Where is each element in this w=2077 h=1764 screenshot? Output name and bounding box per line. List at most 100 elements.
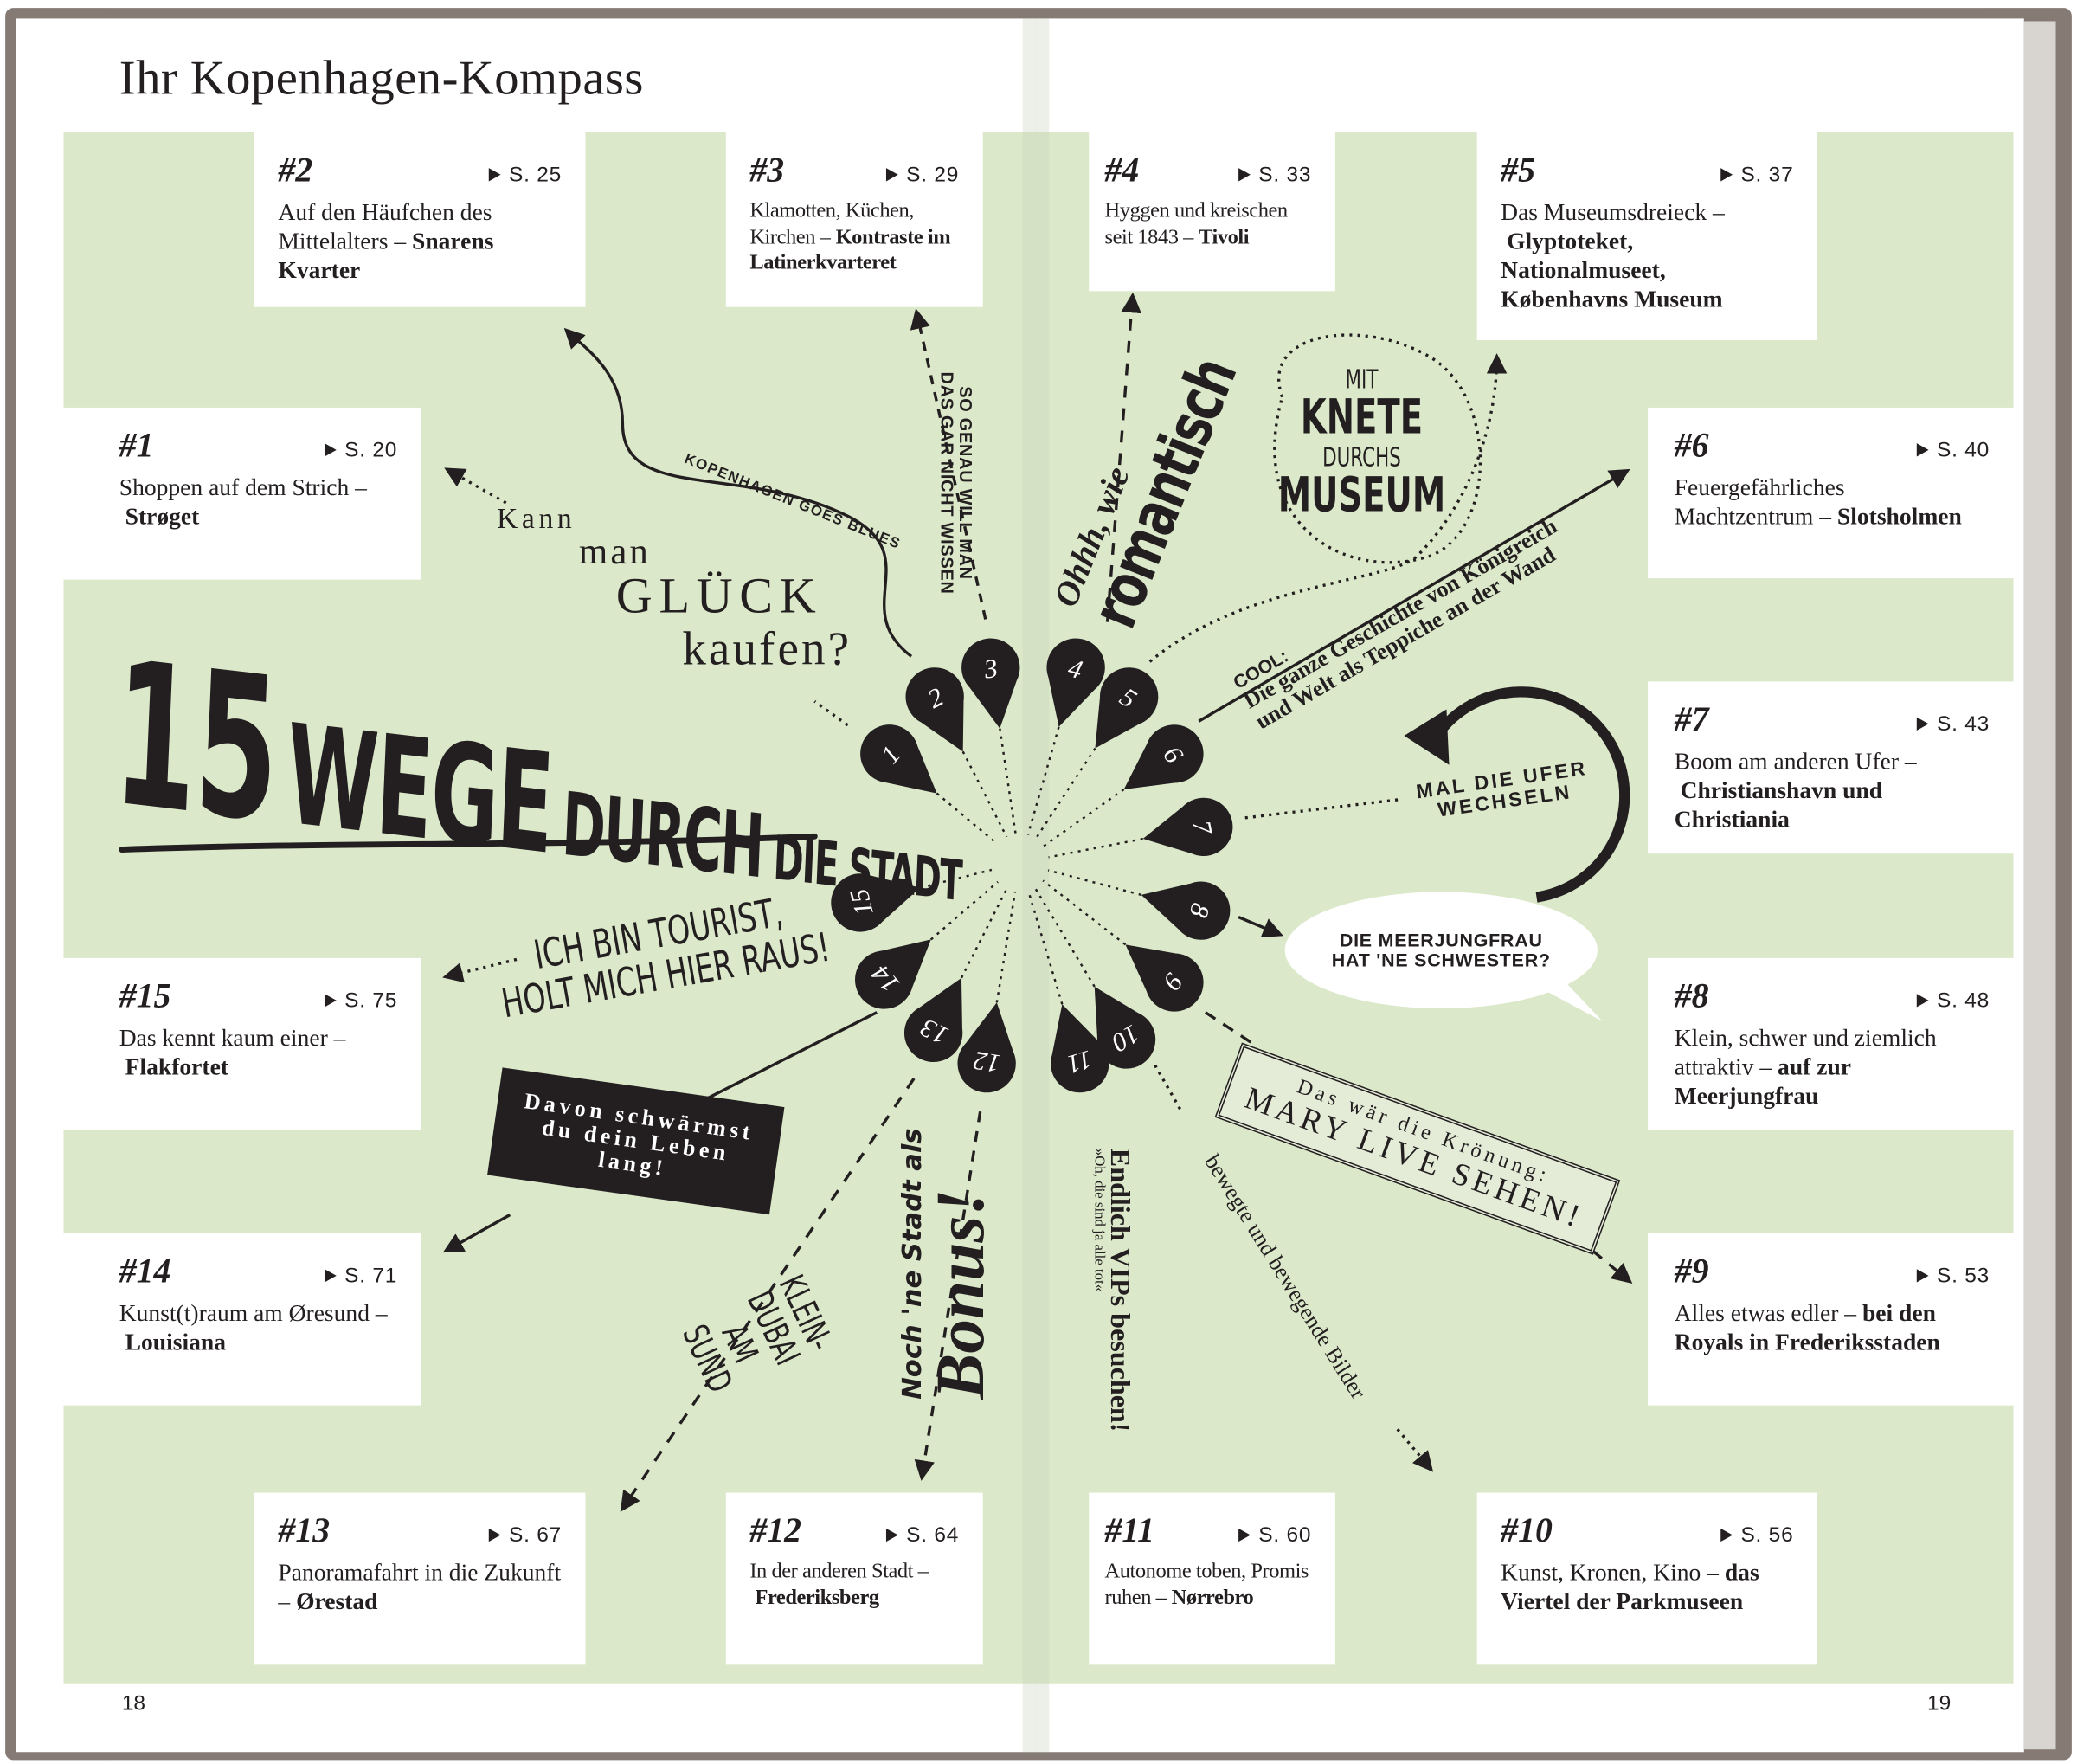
entry-header: #2 S. 25 bbox=[278, 151, 562, 190]
entry-number: #11 bbox=[1104, 1510, 1155, 1550]
compass-ray bbox=[1035, 747, 1096, 840]
callout: DIE MEERJUNGFRAU HAT 'NE SCHWESTER? bbox=[1332, 930, 1551, 969]
entry-number: #14 bbox=[119, 1252, 171, 1291]
callout: Noch 'ne Stadt als Bonus! bbox=[896, 1128, 999, 1400]
entry-page: S. 48 bbox=[1917, 990, 1990, 1014]
entry-page: S. 37 bbox=[1720, 164, 1793, 189]
entry-header: #6 S. 40 bbox=[1675, 426, 1990, 466]
entry-number: #15 bbox=[119, 976, 171, 1015]
entry-highlight: Nørrebro bbox=[1171, 1586, 1254, 1609]
headline-number: 15 bbox=[109, 619, 282, 868]
entry-text: Kunst, Kronen, Kino – das Viertel der Par… bbox=[1501, 1559, 1793, 1617]
entry-highlight: Flakfortet bbox=[125, 1053, 228, 1080]
entry-page: S. 64 bbox=[886, 1524, 959, 1548]
entry-highlight: Ørestad bbox=[296, 1587, 378, 1615]
entry-box: #14 S. 71 Kunst(t)raum am Øresund –Louisia… bbox=[63, 1233, 421, 1406]
compass-ray bbox=[999, 728, 1017, 834]
entry-box: #3 S. 29 Klamotten, Küchen, Kirchen – Kontr… bbox=[725, 132, 983, 307]
pin-shape bbox=[905, 667, 964, 752]
entry-box: #2 S. 25 Auf den Häufchen des Mittelalters… bbox=[254, 132, 586, 307]
compass-ray bbox=[1043, 789, 1125, 847]
entry-highlight: Frederiksberg bbox=[755, 1586, 879, 1609]
entry-header: #7 S. 43 bbox=[1675, 700, 1990, 740]
headline-word: DURCH bbox=[560, 773, 765, 898]
entry-page: S. 60 bbox=[1238, 1524, 1311, 1548]
entry-box: #8 S. 48 Klein, schwer und ziemlich attrak… bbox=[1648, 957, 2014, 1130]
entry-header: #15 S. 75 bbox=[119, 976, 397, 1016]
entry-text: Autonome toben, Promis ruhen – Nørrebro bbox=[1105, 1559, 1312, 1611]
pin: 11 bbox=[1051, 1004, 1109, 1093]
pin: 7 bbox=[1142, 797, 1233, 856]
entry-page: S. 75 bbox=[325, 990, 397, 1014]
entry-teaser: Kunst, Kronen, Kino – bbox=[1501, 1559, 1719, 1586]
entry-number: #6 bbox=[1674, 426, 1709, 465]
entry-highlight: Tivoli bbox=[1199, 225, 1250, 248]
entry-number: #7 bbox=[1674, 699, 1709, 739]
pin-shape bbox=[1046, 638, 1105, 727]
pin: 3 bbox=[961, 638, 1020, 729]
pin: 5 bbox=[1095, 667, 1159, 749]
pin: 10 bbox=[1094, 986, 1156, 1069]
pin: 14 bbox=[855, 939, 931, 1009]
entry-header: #12 S. 64 bbox=[749, 1511, 959, 1551]
entry-header: #3 S. 29 bbox=[749, 151, 959, 190]
entry-teaser: Hyggen und kreischen seit 1843 – bbox=[1104, 199, 1289, 248]
callout-line: kaufen? bbox=[682, 622, 852, 676]
pin-shape bbox=[957, 1002, 1016, 1093]
entry-header: #8 S. 48 bbox=[1675, 976, 1990, 1016]
page-title: Ihr Kopenhagen-Kompass bbox=[119, 51, 644, 106]
entry-text: Panoramafahrt in die Zukunft – Ørestad bbox=[278, 1559, 562, 1617]
pin-shape bbox=[855, 939, 931, 1009]
entry-teaser: Autonome toben, Promis ruhen – bbox=[1104, 1560, 1309, 1609]
headline-underline bbox=[119, 833, 818, 853]
entry-text: Das kennt kaum einer –Flakfortet bbox=[119, 1024, 397, 1082]
compass-ray bbox=[995, 891, 1017, 1003]
callout-line: SO GENAU WILL MAN bbox=[955, 386, 976, 580]
entry-page: S. 25 bbox=[489, 164, 562, 189]
entry-highlight: Christianshavn und Christiania bbox=[1674, 776, 1883, 833]
entry-box: #9 S. 53 Alles etwas edler – bei den Royals… bbox=[1648, 1233, 2014, 1406]
entry-page: S. 29 bbox=[886, 164, 959, 189]
pin-shape bbox=[961, 638, 1020, 729]
entry-highlight: das Viertel der Parkmuseen bbox=[1501, 1559, 1759, 1615]
pin: 6 bbox=[1123, 724, 1204, 790]
entry-highlight: Snarens Kvarter bbox=[278, 227, 494, 284]
pin: 13 bbox=[903, 977, 963, 1063]
pin: 12 bbox=[957, 1002, 1016, 1093]
entry-page: S. 40 bbox=[1917, 440, 1990, 464]
entry-teaser: Kunst(t)raum am Øresund – bbox=[119, 1299, 388, 1326]
callout: Kann man GLÜCK kaufen? bbox=[486, 503, 852, 675]
entry-header: #14 S. 71 bbox=[119, 1252, 397, 1291]
entry-text: Feuergefährliches Machtzentrum – Slotshol… bbox=[1675, 473, 1990, 531]
entry-header: #5 S. 37 bbox=[1501, 151, 1793, 190]
callout-line: KNETE bbox=[1300, 390, 1424, 446]
entry-text: Klamotten, Küchen, Kirchen – Kontraste im… bbox=[749, 198, 959, 276]
compass-ray bbox=[1026, 726, 1060, 835]
entry-text: Alles etwas edler – bei den Royals in Fre… bbox=[1675, 1299, 1990, 1357]
entry-teaser: Panoramafahrt in die Zukunft – bbox=[278, 1559, 562, 1615]
pin-shape bbox=[1094, 986, 1156, 1069]
entry-box: #7 S. 43 Boom am anderen Ufer –Christiansh… bbox=[1648, 681, 2014, 854]
entry-box: #13 S. 67 Panoramafahrt in die Zukunft – Ør… bbox=[254, 1492, 586, 1665]
compass-ray bbox=[960, 888, 1008, 979]
pin-shape bbox=[1095, 667, 1159, 749]
callout-line: MIT bbox=[1345, 363, 1379, 395]
entry-teaser: In der anderen Stadt – bbox=[749, 1560, 929, 1583]
entry-number: #2 bbox=[278, 151, 313, 190]
pin: 1 bbox=[860, 724, 937, 794]
entry-highlight: Glyptoteket, Nationalmuseet, Københavns … bbox=[1501, 227, 1723, 312]
entry-page: S. 56 bbox=[1720, 1524, 1793, 1548]
pin: 2 bbox=[905, 667, 964, 752]
pin-number: 12 bbox=[972, 1046, 1003, 1079]
entry-header: #13 S. 67 bbox=[278, 1511, 562, 1551]
entry-number: #4 bbox=[1104, 151, 1140, 190]
callout-line: Noch 'ne Stadt als bbox=[896, 1128, 928, 1400]
pin-shape bbox=[1141, 881, 1231, 940]
entry-text: Hyggen und kreischen seit 1843 – Tivoli bbox=[1105, 198, 1312, 250]
entry-number: #5 bbox=[1501, 151, 1535, 190]
entry-page: S. 67 bbox=[489, 1524, 562, 1548]
entry-number: #12 bbox=[749, 1510, 802, 1550]
callout-line: DAS GAR NICHT WISSEN bbox=[937, 371, 958, 595]
entry-text: In der anderen Stadt – Frederiksberg bbox=[749, 1559, 959, 1611]
entry-teaser: Shoppen auf dem Strich – bbox=[119, 473, 367, 500]
